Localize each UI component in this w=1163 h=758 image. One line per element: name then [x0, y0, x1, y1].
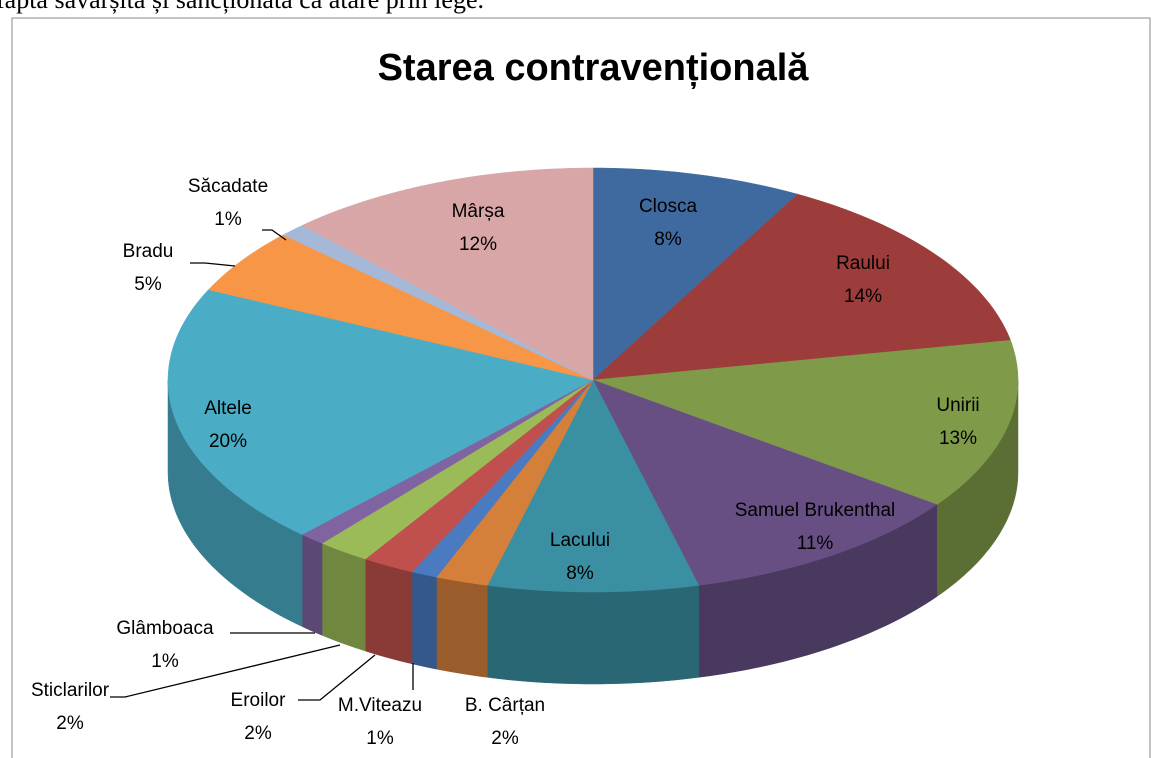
- slice-label: Mârșa: [452, 201, 505, 222]
- slice-side: [321, 542, 366, 652]
- slice-value-label: 11%: [797, 533, 834, 554]
- slice-label: Altele: [204, 398, 252, 419]
- slice-value-label: 2%: [56, 713, 84, 734]
- slice-label: Săcadate: [188, 176, 268, 197]
- slice-side: [301, 534, 323, 636]
- slice-value-label: 1%: [151, 651, 179, 672]
- slice-value-label: 13%: [939, 428, 977, 449]
- slice-label: Unirii: [936, 395, 979, 416]
- slice-label: Eroilor: [231, 690, 287, 711]
- slice-value-label: 2%: [244, 723, 272, 744]
- slice-value-label: 1%: [214, 209, 242, 230]
- slice-value-label: 8%: [654, 229, 682, 250]
- slice: [592, 340, 1019, 505]
- slice-side: [411, 571, 437, 670]
- leader-line: [298, 654, 376, 701]
- slice-value-label: 5%: [134, 274, 162, 295]
- slice: [321, 379, 594, 560]
- slice: [592, 193, 1011, 381]
- slice-label: B. Cârțan: [465, 695, 545, 716]
- slice: [436, 379, 594, 586]
- slice-label: Samuel Brukenthal: [735, 500, 896, 521]
- slice: [592, 379, 938, 586]
- slice-side: [487, 585, 699, 685]
- slice-value-label: 2%: [491, 728, 519, 749]
- slice-value-label: 14%: [844, 286, 882, 307]
- slice-label: Raului: [836, 253, 890, 274]
- page-text: fapta săvârșită și sancționată ca atare …: [0, 0, 484, 14]
- slice: [364, 379, 594, 573]
- leader-line: [110, 644, 341, 698]
- leader-line: [190, 262, 236, 267]
- slice-label: Bradu: [123, 241, 174, 262]
- slice: [167, 289, 594, 535]
- slice: [486, 379, 700, 593]
- chart-title: Starea contravențională: [378, 47, 810, 89]
- slice-value-label: 20%: [209, 431, 247, 452]
- slice-label: Glâmboaca: [116, 618, 214, 639]
- slice-value-label: 8%: [566, 563, 594, 584]
- slice-label: Sticlarilor: [31, 680, 110, 701]
- slice-side: [436, 576, 488, 678]
- slice: [592, 167, 799, 381]
- slice-label: Closca: [639, 196, 698, 217]
- slice-label: Lacului: [550, 530, 610, 551]
- slice: [207, 234, 594, 381]
- chart-frame: [11, 17, 1151, 758]
- slice-side: [365, 558, 413, 665]
- slice-value-label: 1%: [366, 728, 394, 749]
- slice: [301, 167, 594, 381]
- slice-label: M.Viteazu: [338, 695, 422, 716]
- leader-line: [262, 229, 287, 241]
- slice-value-label: 12%: [459, 234, 497, 255]
